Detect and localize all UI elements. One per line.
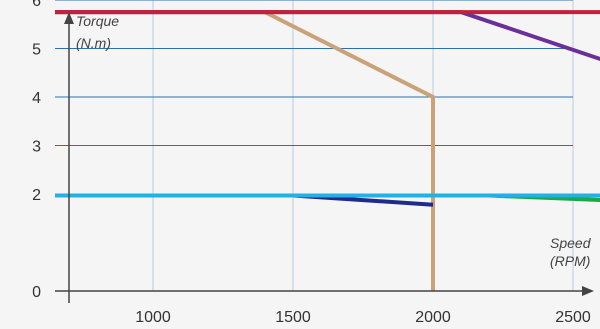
y-tick-label: 4 <box>32 90 41 107</box>
tick-layer: 1000150020002500300035004000023456 <box>32 0 591 326</box>
x-axis-title-line1: Speed <box>550 235 592 251</box>
y-tick-label: 2 <box>32 187 41 204</box>
series-line-1 <box>55 10 435 291</box>
series-layer <box>55 10 600 291</box>
y-tick-label: 6 <box>32 0 41 10</box>
x-tick-label: 1000 <box>135 309 171 326</box>
series-line-2 <box>55 10 600 62</box>
x-axis-arrow-icon <box>582 286 594 296</box>
y-tick-label: 3 <box>32 139 41 156</box>
x-tick-label: 2000 <box>415 309 451 326</box>
x-tick-label: 1500 <box>275 309 311 326</box>
y-axis-title-line1: Torque <box>76 13 119 29</box>
y-axis-title-line2: (N.m) <box>76 35 111 51</box>
y-tick-label: 5 <box>32 42 41 59</box>
series-line-6 <box>55 193 600 198</box>
x-tick-label: 2500 <box>555 309 591 326</box>
y-axis-arrow-icon <box>64 12 74 24</box>
axis-layer <box>55 12 594 303</box>
x-axis-title-line2: (RPM) <box>550 253 590 269</box>
y-tick-label: 0 <box>32 284 41 301</box>
series-line-3 <box>55 10 600 15</box>
